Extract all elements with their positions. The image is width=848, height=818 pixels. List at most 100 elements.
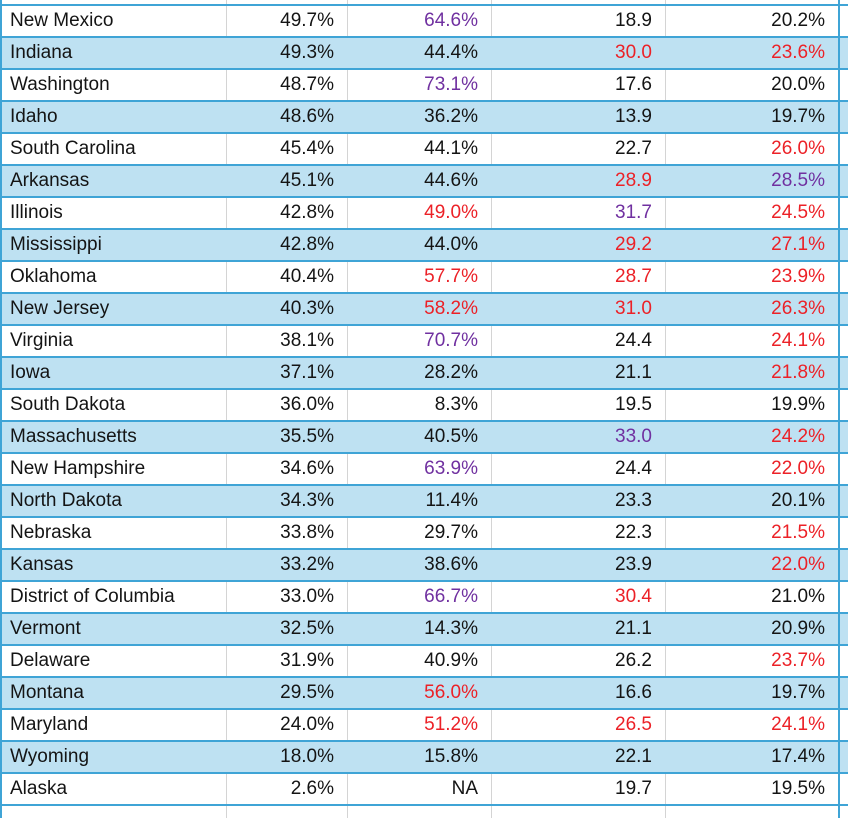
- state-name-cell[interactable]: Illinois: [2, 198, 227, 228]
- state-name-cell[interactable]: South Dakota: [2, 390, 227, 420]
- value-cell-3[interactable]: 22.7: [492, 134, 666, 164]
- value-cell-1[interactable]: 34.6%: [227, 454, 348, 484]
- value-cell-4[interactable]: 19.9%: [666, 390, 840, 420]
- value-cell-3[interactable]: 26.2: [492, 646, 666, 676]
- state-name-cell[interactable]: Kansas: [10, 554, 74, 575]
- value-cell-2[interactable]: 73.1%: [348, 70, 492, 100]
- value-cell-4[interactable]: 22.0%: [666, 550, 840, 580]
- state-name-cell[interactable]: Virginia: [2, 326, 227, 356]
- value-cell-3[interactable]: 16.6: [615, 682, 652, 703]
- value-cell-3[interactable]: 30.4: [492, 582, 666, 612]
- value-cell-3[interactable]: 19.5: [492, 390, 666, 420]
- value-cell-1[interactable]: 29.5%: [280, 682, 334, 703]
- value-cell-3[interactable]: 24.4: [492, 326, 666, 356]
- value-cell-3[interactable]: 28.9: [615, 170, 652, 191]
- state-name-cell[interactable]: Washington: [2, 70, 227, 100]
- state-name-cell[interactable]: Idaho: [10, 106, 58, 127]
- value-cell-1[interactable]: 33.0%: [227, 582, 348, 612]
- value-cell-2[interactable]: 40.9%: [348, 646, 492, 676]
- value-cell-1[interactable]: 31.9%: [227, 646, 348, 676]
- value-cell-1[interactable]: 33.2%: [280, 554, 334, 575]
- value-cell-3[interactable]: 22.1: [615, 746, 652, 767]
- value-cell-3[interactable]: 31.0: [615, 298, 652, 319]
- value-cell-1[interactable]: 36.0%: [227, 390, 348, 420]
- value-cell-2[interactable]: 63.9%: [348, 454, 492, 484]
- value-cell-4[interactable]: 24.1%: [666, 326, 840, 356]
- value-cell-3[interactable]: 13.9: [615, 106, 652, 127]
- state-name-cell[interactable]: Vermont: [10, 618, 81, 639]
- value-cell-3[interactable]: 29.2: [615, 234, 652, 255]
- value-cell-1[interactable]: 42.8%: [280, 234, 334, 255]
- value-cell-1[interactable]: 18.0%: [280, 746, 334, 767]
- state-name-cell[interactable]: Maryland: [2, 710, 227, 740]
- state-name-cell[interactable]: Wyoming: [10, 746, 90, 767]
- value-cell-4[interactable]: 23.7%: [666, 646, 840, 676]
- value-cell-2[interactable]: 40.5%: [424, 426, 478, 447]
- value-cell-4[interactable]: 19.7%: [666, 678, 840, 708]
- value-cell-4[interactable]: 26.3%: [666, 294, 840, 324]
- value-cell-2[interactable]: 49.0%: [348, 198, 492, 228]
- value-cell-3[interactable]: 19.7: [492, 774, 666, 804]
- value-cell-2[interactable]: 44.0%: [424, 234, 478, 255]
- value-cell-3[interactable]: 18.9: [492, 6, 666, 36]
- value-cell-2[interactable]: 66.7%: [348, 582, 492, 612]
- value-cell-1[interactable]: 45.1%: [280, 170, 334, 191]
- value-cell-4[interactable]: 19.7%: [666, 102, 840, 132]
- state-name-cell[interactable]: Mississippi: [10, 234, 102, 255]
- state-name-cell[interactable]: Indiana: [10, 42, 73, 63]
- value-cell-4[interactable]: 19.5%: [666, 774, 840, 804]
- value-cell-1[interactable]: 2.6%: [227, 774, 348, 804]
- value-cell-4[interactable]: 21.5%: [666, 518, 840, 548]
- state-name-cell[interactable]: Alaska: [2, 774, 227, 804]
- value-cell-4[interactable]: 23.9%: [666, 262, 840, 292]
- value-cell-2[interactable]: 64.6%: [348, 6, 492, 36]
- value-cell-4[interactable]: 20.9%: [666, 614, 840, 644]
- value-cell-2[interactable]: 38.6%: [424, 554, 478, 575]
- value-cell-1[interactable]: 32.5%: [280, 618, 334, 639]
- value-cell-4[interactable]: 28.5%: [666, 166, 840, 196]
- state-name-cell[interactable]: Oklahoma: [2, 262, 227, 292]
- value-cell-2[interactable]: NA: [348, 774, 492, 804]
- value-cell-4[interactable]: 24.1%: [666, 710, 840, 740]
- value-cell-1[interactable]: 49.7%: [227, 6, 348, 36]
- value-cell-2[interactable]: 44.4%: [424, 42, 478, 63]
- value-cell-3[interactable]: 24.4: [492, 454, 666, 484]
- value-cell-3[interactable]: 22.3: [492, 518, 666, 548]
- value-cell-2[interactable]: 28.2%: [424, 362, 478, 383]
- value-cell-1[interactable]: 45.4%: [227, 134, 348, 164]
- value-cell-3[interactable]: 21.1: [615, 362, 652, 383]
- value-cell-1[interactable]: 49.3%: [280, 42, 334, 63]
- value-cell-3[interactable]: 28.7: [492, 262, 666, 292]
- state-name-cell[interactable]: Nebraska: [2, 518, 227, 548]
- value-cell-3[interactable]: 31.7: [492, 198, 666, 228]
- value-cell-4[interactable]: 22.0%: [666, 454, 840, 484]
- value-cell-2[interactable]: 15.8%: [424, 746, 478, 767]
- state-name-cell[interactable]: Montana: [10, 682, 84, 703]
- value-cell-3[interactable]: 23.9: [615, 554, 652, 575]
- value-cell-2[interactable]: 14.3%: [424, 618, 478, 639]
- value-cell-1[interactable]: 40.3%: [280, 298, 334, 319]
- value-cell-4[interactable]: 24.2%: [666, 422, 840, 452]
- value-cell-4[interactable]: 17.4%: [666, 742, 840, 772]
- value-cell-2[interactable]: 36.2%: [424, 106, 478, 127]
- value-cell-2[interactable]: 8.3%: [348, 390, 492, 420]
- value-cell-2[interactable]: 44.1%: [348, 134, 492, 164]
- value-cell-2[interactable]: 44.6%: [424, 170, 478, 191]
- value-cell-4[interactable]: 20.0%: [666, 70, 840, 100]
- value-cell-2[interactable]: 57.7%: [348, 262, 492, 292]
- state-name-cell[interactable]: New Jersey: [10, 298, 110, 319]
- state-name-cell[interactable]: North Dakota: [10, 490, 122, 511]
- value-cell-4[interactable]: 27.1%: [666, 230, 840, 260]
- value-cell-1[interactable]: 34.3%: [280, 490, 334, 511]
- value-cell-2[interactable]: 70.7%: [348, 326, 492, 356]
- value-cell-4[interactable]: 26.0%: [666, 134, 840, 164]
- value-cell-3[interactable]: 17.6: [492, 70, 666, 100]
- value-cell-3[interactable]: 23.3: [615, 490, 652, 511]
- value-cell-1[interactable]: 40.4%: [227, 262, 348, 292]
- value-cell-3[interactable]: 33.0: [615, 426, 652, 447]
- value-cell-3[interactable]: 21.1: [615, 618, 652, 639]
- value-cell-1[interactable]: 48.6%: [280, 106, 334, 127]
- value-cell-4[interactable]: 24.5%: [666, 198, 840, 228]
- value-cell-2[interactable]: 11.4%: [425, 490, 478, 511]
- state-name-cell[interactable]: District of Columbia: [2, 582, 227, 612]
